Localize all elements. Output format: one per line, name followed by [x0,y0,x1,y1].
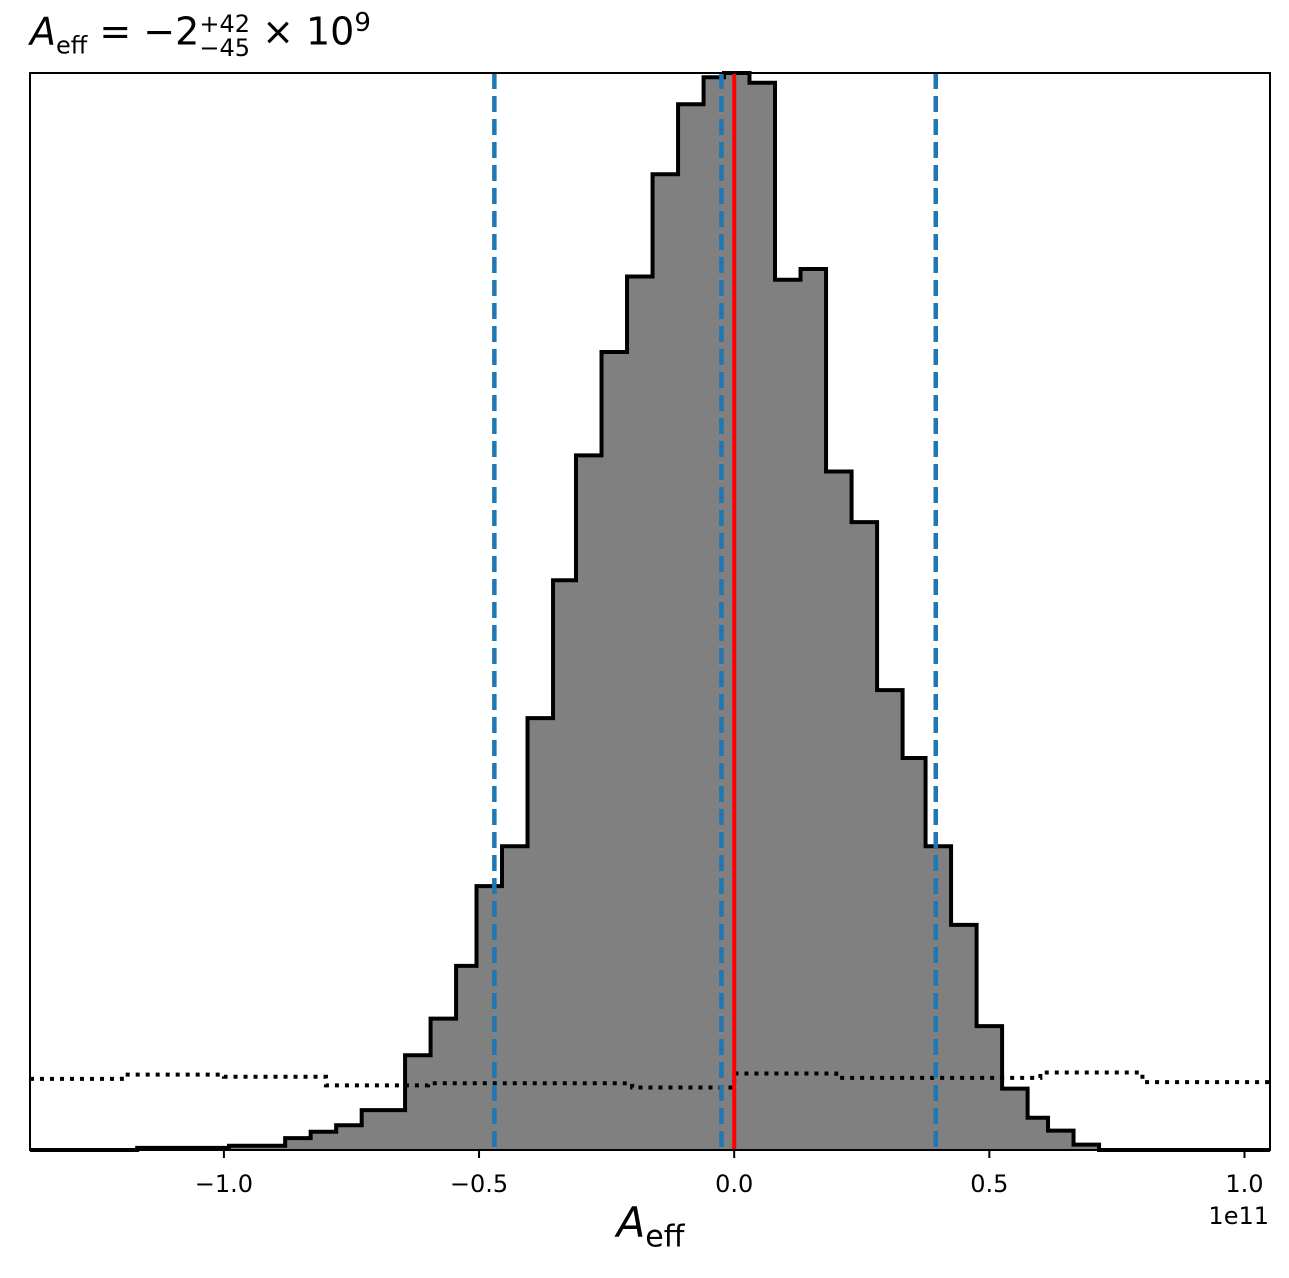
x-tick-label: −1.0 [195,1170,253,1198]
histogram-bar [976,1026,1003,1150]
histogram-bar [851,522,878,1150]
reference-lines [492,73,939,1150]
histogram-bar [405,1055,432,1150]
histogram-bar [576,455,603,1151]
title-value: = −2 [87,9,200,54]
x-axis-offset-label: 1e11 [1208,1202,1269,1230]
histogram-bar [800,269,827,1150]
x-axis-label: Aeff [0,1198,1289,1254]
histogram-bar [1002,1088,1029,1150]
histogram-bar [723,73,751,1150]
title-variable: A [30,9,56,54]
posterior-bars [137,73,1100,1151]
x-tick-label: 0.5 [970,1170,1008,1198]
histogram-bar [527,718,554,1150]
histogram-bar [1027,1117,1049,1150]
histogram-bar [336,1125,363,1150]
title-exponent: 9 [354,8,371,38]
histogram-bar [678,104,705,1150]
x-axis-label-variable: A [616,1198,646,1247]
histogram-bar [925,846,952,1150]
x-tick-label: −0.5 [450,1170,508,1198]
histogram-bar [877,690,904,1150]
x-axis-ticks: −1.0 −0.5 0.0 0.5 1.0 [195,1150,1264,1198]
title-lower-error: −45 [199,34,250,63]
histogram-bar [361,1110,406,1150]
chart-title: Aeff = −2 +42 −45 × 109 [30,8,371,60]
histogram-bar [1048,1130,1075,1150]
posterior-step-outline [30,71,1270,1152]
histogram-bar [775,279,802,1150]
x-axis-label-subscript: eff [645,1219,685,1255]
x-tick-label: 0.0 [715,1170,753,1198]
histogram-bar [553,580,577,1150]
title-multiplier: × 10 [249,9,355,54]
histogram-bar [826,471,853,1150]
histogram-bar [749,82,776,1151]
histogram-bar [601,351,628,1150]
histogram-bar [229,1145,286,1150]
title-errors: +42 −45 [199,12,250,60]
title-upper-error: +42 [199,10,250,39]
prior-step-line [30,1070,1270,1090]
axes-frame [29,72,1271,1151]
histogram-bar [627,276,654,1151]
histogram-bar [951,924,978,1150]
histogram-bar [502,846,529,1150]
histogram-bar [652,174,679,1150]
histogram-bar [456,965,478,1150]
histogram-bar [310,1131,337,1150]
histogram-bar [902,757,927,1150]
histogram-bar [476,886,503,1150]
histogram-bar [285,1138,312,1150]
histogram-bar [1073,1144,1100,1150]
title-variable-subscript: eff [56,31,88,60]
x-tick-label: 1.0 [1225,1170,1263,1198]
